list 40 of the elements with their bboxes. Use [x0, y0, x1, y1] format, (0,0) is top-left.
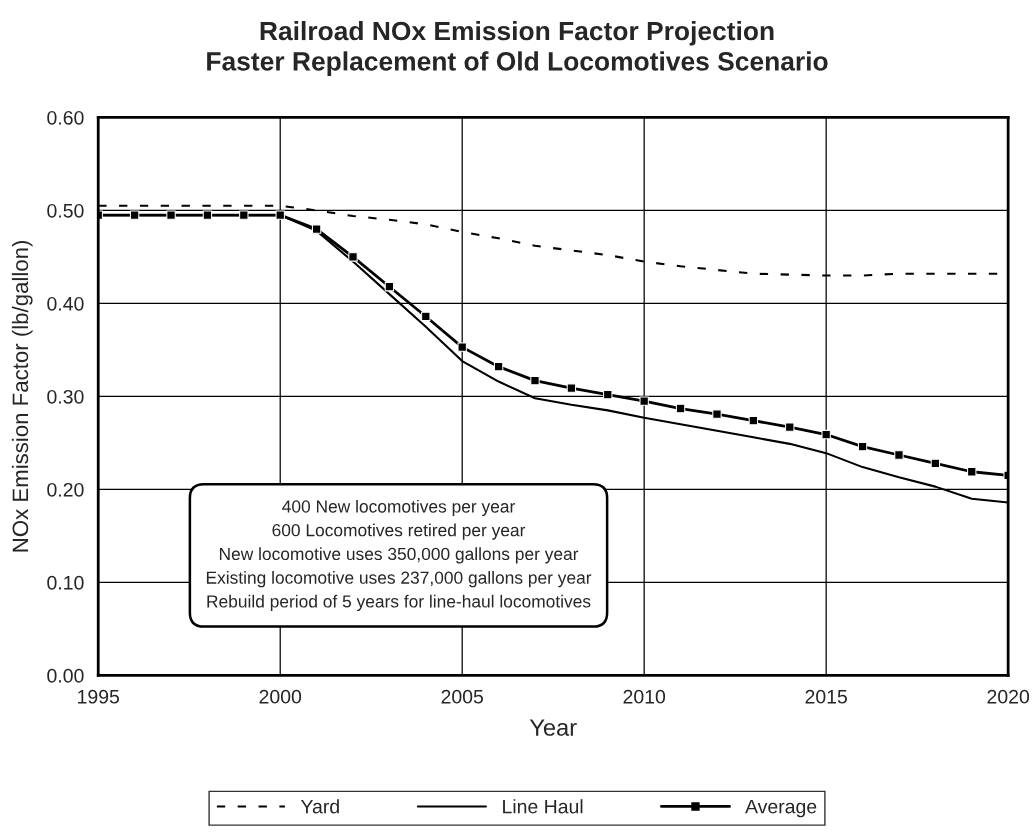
x-tick-label: 2020 — [987, 689, 1030, 704]
y-axis-title: NOx Emission Factor (lb/gallon) — [11, 240, 33, 552]
legend-label: Average — [745, 799, 817, 818]
point — [639, 396, 649, 406]
x-tick-label: 2010 — [623, 689, 666, 704]
point — [785, 422, 795, 432]
y-tick-label: 0.00 — [47, 668, 84, 683]
point — [894, 450, 904, 460]
y-tick-label: 0.10 — [47, 575, 84, 590]
point — [530, 375, 540, 386]
point — [675, 403, 686, 414]
point — [457, 342, 467, 352]
point — [166, 210, 176, 220]
point — [384, 282, 395, 292]
point — [967, 467, 977, 477]
point — [712, 409, 722, 419]
point — [566, 383, 577, 393]
y-tick-label: 0.20 — [47, 482, 84, 497]
x-axis-title: Year — [529, 719, 577, 736]
point — [311, 224, 322, 234]
x-tick-label: 2015 — [805, 689, 847, 704]
point — [421, 311, 431, 322]
annotation: 400 New locomotives per year 600 Locomotives retired per year New locomotive uses 350,000 gallons per year Existing locomotive uses 237,000 gallons per year Rebuild period of 5 years for line-haul locomotives — [206, 499, 592, 611]
y-tick-label: 0.60 — [47, 110, 84, 125]
x-tick-label: 2000 — [259, 689, 302, 704]
point — [275, 210, 285, 220]
point — [493, 361, 504, 372]
y-tick-label: 0.50 — [47, 203, 84, 218]
chart-title: Railroad NOx Emission Factor Projection Faster Replacement of Old Locomotives Scenario — [207, 20, 828, 76]
point — [348, 252, 358, 262]
legend-label: Line Haul — [503, 799, 583, 814]
y-tick-label: 0.30 — [47, 389, 84, 404]
point — [202, 210, 213, 220]
point — [129, 210, 140, 220]
point — [239, 210, 249, 220]
y-tick-label: 0.40 — [47, 296, 84, 311]
legend-label: Yard — [300, 799, 339, 814]
x-tick-label: 2005 — [441, 689, 484, 704]
x-tick-label: 1995 — [78, 689, 120, 704]
point — [821, 429, 831, 440]
